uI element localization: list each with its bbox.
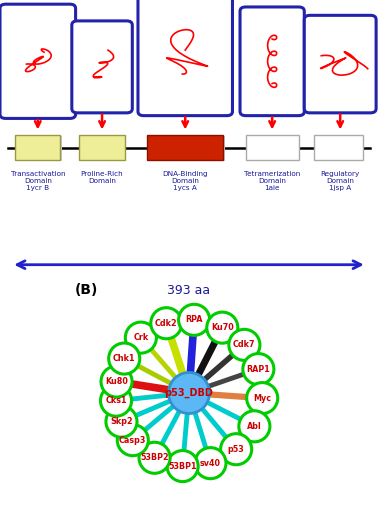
Text: RPA: RPA <box>185 315 203 325</box>
FancyBboxPatch shape <box>79 135 125 160</box>
Text: Abl: Abl <box>247 422 262 431</box>
FancyBboxPatch shape <box>81 136 126 162</box>
Circle shape <box>247 382 278 414</box>
Circle shape <box>109 343 140 374</box>
Text: p53_DBD: p53_DBD <box>164 388 214 398</box>
Circle shape <box>167 450 198 481</box>
FancyBboxPatch shape <box>304 15 376 113</box>
FancyBboxPatch shape <box>138 0 232 116</box>
Text: Regulatory
Domain
1jsp A: Regulatory Domain 1jsp A <box>321 171 360 191</box>
FancyBboxPatch shape <box>147 135 223 160</box>
Circle shape <box>239 411 270 442</box>
Circle shape <box>117 425 148 456</box>
Text: sv40: sv40 <box>200 459 221 467</box>
Circle shape <box>243 353 274 384</box>
Text: Ku70: Ku70 <box>211 323 234 332</box>
Text: RAP1: RAP1 <box>246 365 270 374</box>
FancyBboxPatch shape <box>149 136 225 162</box>
Text: Cdk7: Cdk7 <box>233 341 256 349</box>
Circle shape <box>178 304 210 335</box>
Circle shape <box>139 442 170 473</box>
Text: Tetramerization
Domain
1aie: Tetramerization Domain 1aie <box>244 171 300 191</box>
Circle shape <box>125 322 156 353</box>
Text: Crk: Crk <box>133 333 149 342</box>
Text: DNA-Binding
Domain
1ycs A: DNA-Binding Domain 1ycs A <box>163 171 208 191</box>
Circle shape <box>169 373 209 413</box>
Text: Ku80: Ku80 <box>105 377 128 386</box>
Circle shape <box>106 406 137 437</box>
Circle shape <box>195 447 226 479</box>
Circle shape <box>151 308 182 339</box>
Circle shape <box>207 312 238 343</box>
Circle shape <box>221 433 252 465</box>
FancyBboxPatch shape <box>0 4 76 118</box>
Text: Skp2: Skp2 <box>110 417 133 426</box>
Text: 393 aa: 393 aa <box>167 284 211 297</box>
Text: Myc: Myc <box>253 394 271 402</box>
Text: Casp3: Casp3 <box>119 436 147 445</box>
Text: 53BP1: 53BP1 <box>168 462 197 471</box>
Circle shape <box>101 385 132 416</box>
FancyBboxPatch shape <box>240 7 304 116</box>
FancyBboxPatch shape <box>315 136 364 162</box>
Text: 53BP2: 53BP2 <box>140 453 169 462</box>
FancyBboxPatch shape <box>314 135 363 160</box>
Text: Proline-Rich
Domain: Proline-Rich Domain <box>81 171 123 184</box>
Text: Transactivation
Domain
1ycr B: Transactivation Domain 1ycr B <box>11 171 65 191</box>
FancyBboxPatch shape <box>17 136 62 162</box>
Text: Cdk2: Cdk2 <box>155 319 178 328</box>
Circle shape <box>229 329 260 360</box>
FancyBboxPatch shape <box>247 136 300 162</box>
Text: (A): (A) <box>8 3 31 17</box>
Text: Chk1: Chk1 <box>113 354 135 363</box>
FancyBboxPatch shape <box>246 135 299 160</box>
Text: Cks1: Cks1 <box>105 396 127 405</box>
Text: (B): (B) <box>74 283 98 297</box>
FancyBboxPatch shape <box>15 135 60 160</box>
FancyBboxPatch shape <box>72 21 132 113</box>
Text: p53: p53 <box>228 445 245 454</box>
Circle shape <box>101 366 132 397</box>
